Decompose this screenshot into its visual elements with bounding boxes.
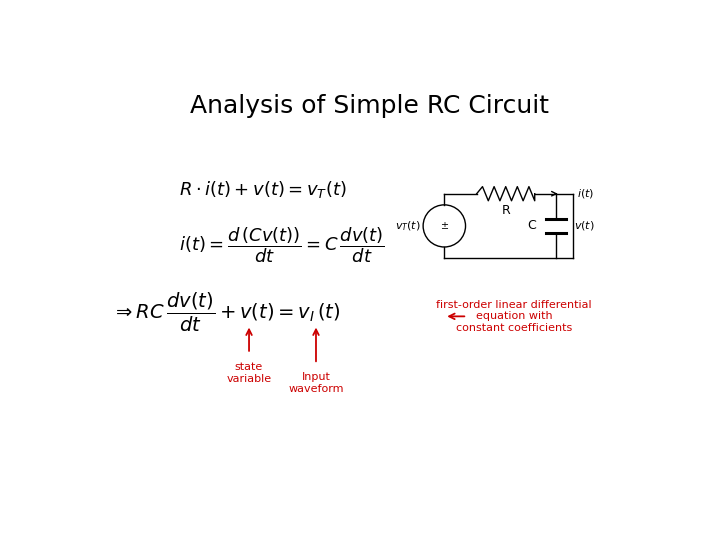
Text: $R \cdot i(t) + v(t) = v_T(t)$: $R \cdot i(t) + v(t) = v_T(t)$ bbox=[179, 179, 347, 200]
Text: Analysis of Simple RC Circuit: Analysis of Simple RC Circuit bbox=[189, 94, 549, 118]
Text: C: C bbox=[528, 219, 536, 232]
Text: $\Rightarrow RC\,\dfrac{dv(t)}{dt} + v(t) = v_I\,(t)$: $\Rightarrow RC\,\dfrac{dv(t)}{dt} + v(t… bbox=[112, 291, 341, 334]
Text: $i(t)$: $i(t)$ bbox=[577, 187, 595, 200]
Text: state
variable: state variable bbox=[227, 362, 271, 384]
Text: first-order linear differential
equation with
constant coefficients: first-order linear differential equation… bbox=[436, 300, 592, 333]
Text: R: R bbox=[501, 204, 510, 217]
Text: $i(t) = \dfrac{d\,(Cv(t))}{dt} = C\,\dfrac{dv(t)}{dt}$: $i(t) = \dfrac{d\,(Cv(t))}{dt} = C\,\dfr… bbox=[179, 226, 385, 266]
Text: $v(t)$: $v(t)$ bbox=[575, 219, 595, 232]
Text: $v_T(t)$: $v_T(t)$ bbox=[395, 219, 420, 233]
Text: $\pm$: $\pm$ bbox=[440, 220, 449, 232]
Text: Input
waveform: Input waveform bbox=[288, 373, 343, 394]
